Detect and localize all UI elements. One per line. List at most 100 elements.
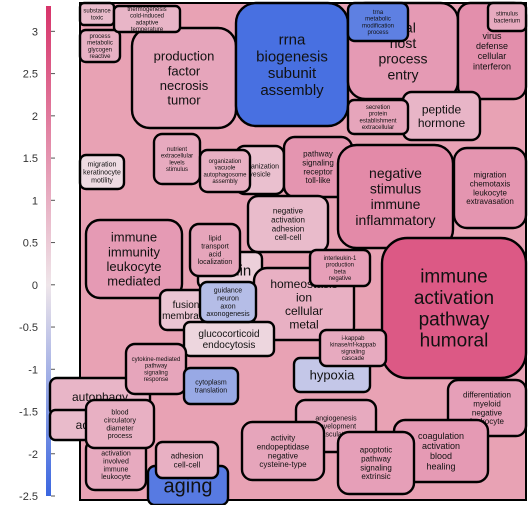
treemap-cell-shape bbox=[198, 280, 258, 324]
treemap-cell-label: defense bbox=[476, 41, 508, 51]
treemap-cell-label: lipid bbox=[209, 236, 222, 243]
treemap-cell-label: substance bbox=[83, 9, 111, 15]
treemap-cell-label: transport bbox=[201, 244, 229, 251]
treemap-cell-label: aging bbox=[164, 476, 213, 498]
treemap-cell-label: development bbox=[316, 423, 356, 430]
treemap-cell-label: apoptotic bbox=[360, 445, 392, 454]
treemap-cell-label: differentiation bbox=[463, 390, 511, 399]
treemap-cell-label: beta bbox=[334, 269, 346, 275]
treemap-cell-shape bbox=[346, 1, 410, 43]
treemap-cell-label: immune bbox=[420, 267, 488, 288]
treemap-cell-label: reactive bbox=[89, 54, 111, 60]
treemap-cell-label: secretion bbox=[366, 105, 390, 111]
treemap-cell-label: bacterium bbox=[494, 18, 520, 24]
treemap-cell-label: acid bbox=[209, 251, 222, 258]
treemap-cell-label: rrna bbox=[279, 32, 306, 49]
treemap-cell-label: immune bbox=[104, 466, 129, 473]
treemap-cell-label: localization bbox=[198, 259, 233, 266]
treemap-cell-label: extracellular bbox=[161, 154, 193, 160]
treemap-cell-label: negative bbox=[472, 408, 503, 417]
treemap-cell-label: extracellular bbox=[362, 125, 394, 131]
treemap-cell-shape bbox=[112, 4, 182, 34]
treemap-cell-shape bbox=[346, 98, 410, 136]
treemap-cell-shape bbox=[78, 28, 122, 64]
treemap-cell-label: adhesion bbox=[272, 224, 304, 233]
colorbar-tick-label: 0 bbox=[32, 280, 38, 292]
treemap-cell-label: hypoxia bbox=[310, 368, 356, 383]
treemap-cell-label: angiogenesis bbox=[315, 416, 357, 423]
treemap-cell-label: metal bbox=[289, 317, 318, 331]
treemap-cell-label: negative bbox=[329, 276, 352, 282]
treemap-cell-label: vacuole bbox=[215, 166, 236, 172]
treemap-cell-label: vesicle bbox=[249, 171, 271, 178]
treemap-cell-label: cell-cell bbox=[174, 460, 201, 469]
treemap-cell-label: stimulus bbox=[166, 167, 188, 173]
treemap-cell-label: kinase/nf-kappab bbox=[330, 343, 376, 349]
treemap-cell-label: modification bbox=[362, 23, 394, 29]
treemap-cell-label: cytokine-mediated bbox=[132, 357, 181, 363]
colorbar-gradient bbox=[46, 6, 51, 496]
treemap-cell-label: subunit bbox=[268, 65, 317, 82]
treemap-cell-shape bbox=[182, 366, 240, 406]
colorbar-tick-label: -0.5 bbox=[19, 322, 38, 334]
treemap-cell-shape bbox=[452, 146, 528, 230]
treemap-cell-label: extravasation bbox=[466, 197, 514, 206]
treemap-cell-label: toxic bbox=[91, 15, 103, 21]
treemap-cell-label: process bbox=[378, 51, 427, 67]
treemap-cell-label: peptide bbox=[422, 102, 462, 116]
colorbar-tick-label: 3 bbox=[32, 26, 38, 38]
treemap-cell-label: chemotaxis bbox=[470, 179, 510, 188]
treemap-cell-label: diameter bbox=[106, 425, 134, 432]
treemap-cell-label: metabolic bbox=[87, 41, 113, 47]
treemap-cell-label: fusion bbox=[173, 300, 200, 311]
treemap-cell-label: organization bbox=[209, 159, 242, 165]
treemap-cell-shape bbox=[336, 430, 416, 496]
treemap-cell-label: inflammatory bbox=[355, 212, 435, 228]
treemap-cell: cytokine-mediatedpathwaysignalingrespons… bbox=[124, 342, 188, 396]
treemap-cell-label: entry bbox=[387, 66, 418, 82]
treemap-cell-label: myeloid bbox=[473, 399, 501, 408]
colorbar-tick-label: 1 bbox=[32, 195, 38, 207]
colorbar-tick-label: 2.5 bbox=[23, 69, 38, 81]
treemap-cell-label: receptor bbox=[303, 167, 333, 176]
treemap-cells: productionfactornecrosistumorrrnabiogene… bbox=[48, 1, 528, 505]
treemap-cell-label: stimulus bbox=[370, 181, 421, 197]
colorbar-tick-label: -1.5 bbox=[19, 407, 38, 419]
treemap-cell-label: activation bbox=[271, 215, 305, 224]
treemap-cell-label: axon bbox=[220, 303, 235, 310]
treemap-cell-shape bbox=[486, 1, 528, 33]
treemap-cell-label: glucocorticoid bbox=[198, 329, 259, 340]
treemap-cell: thermogenesiscold-inducedadaptivetempera… bbox=[112, 4, 182, 34]
treemap-cell-shape bbox=[246, 194, 330, 254]
treemap-cell-label: cold-induced bbox=[130, 14, 164, 20]
treemap-cell-label: stimulus bbox=[496, 12, 518, 18]
treemap-cell-label: ion bbox=[296, 290, 312, 304]
treemap-cell-label: signaling bbox=[341, 349, 365, 355]
treemap-cell-shape bbox=[380, 236, 528, 380]
treemap-cell-shape bbox=[198, 148, 252, 194]
treemap-cell-shape bbox=[308, 248, 372, 288]
treemap-cell-label: migration bbox=[88, 162, 117, 169]
treemap-cell: secretionproteinestablishmentextracellul… bbox=[346, 98, 410, 136]
treemap-cell-label: immunity bbox=[108, 244, 161, 259]
treemap-cell-label: activation bbox=[422, 441, 460, 451]
treemap-cell-label: process bbox=[367, 30, 388, 36]
treemap-cell-label: necrosis bbox=[160, 78, 209, 93]
treemap-cell-label: membrane bbox=[162, 311, 210, 322]
